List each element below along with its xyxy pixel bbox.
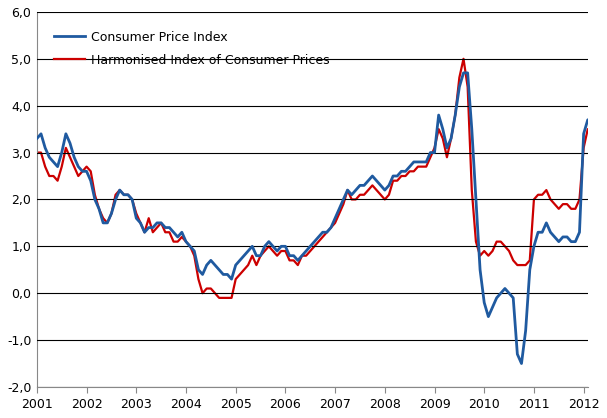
Line: Harmonised Index of Consumer Prices: Harmonised Index of Consumer Prices xyxy=(37,59,607,298)
Harmonised Index of Consumer Prices xyxy=(63,145,70,150)
Harmonised Index of Consumer Prices xyxy=(33,150,41,155)
Consumer Price Index xyxy=(518,361,525,366)
Legend: Consumer Price Index, Harmonised Index of Consumer Prices: Consumer Price Index, Harmonised Index o… xyxy=(49,25,334,72)
Consumer Price Index xyxy=(506,291,513,296)
Consumer Price Index xyxy=(38,131,45,136)
Harmonised Index of Consumer Prices xyxy=(493,239,500,244)
Consumer Price Index xyxy=(377,183,384,188)
Line: Consumer Price Index: Consumer Price Index xyxy=(37,73,607,364)
Harmonised Index of Consumer Prices xyxy=(460,56,467,61)
Harmonised Index of Consumer Prices xyxy=(509,258,517,263)
Consumer Price Index xyxy=(63,131,70,136)
Harmonised Index of Consumer Prices xyxy=(38,150,45,155)
Harmonised Index of Consumer Prices xyxy=(597,127,604,132)
Consumer Price Index xyxy=(460,70,467,75)
Consumer Price Index xyxy=(33,136,41,141)
Consumer Price Index xyxy=(597,122,604,127)
Harmonised Index of Consumer Prices xyxy=(381,197,388,202)
Harmonised Index of Consumer Prices xyxy=(215,296,223,301)
Consumer Price Index xyxy=(489,305,496,310)
